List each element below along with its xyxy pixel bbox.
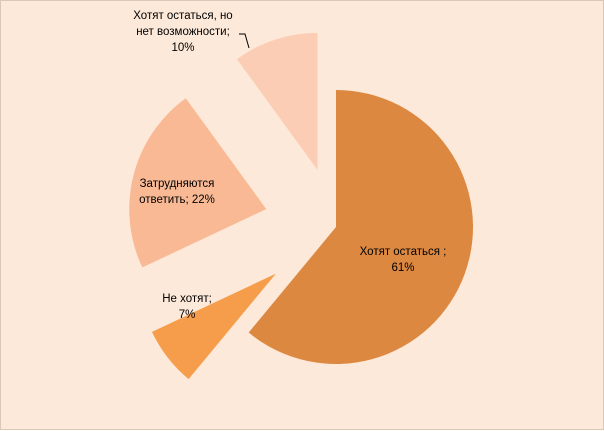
data-label-dont-want: Не хотят; 7% [162,293,212,321]
data-label-hard-to-answer: Затрудняются ответить; 22% [139,178,215,206]
data-label-stay: Хотят остаться ; 61% [360,246,447,274]
data-label-want-no-chance: Хотят остаться, но нет возможности; 10% [133,10,232,54]
pie-slice-dont-want [151,273,276,380]
leader-line-want-no-chance [239,33,250,49]
pie-slice-want-no-chance [236,32,318,170]
pie-slice-stay [248,90,474,364]
pie-slice-hard-to-answer [129,98,267,268]
